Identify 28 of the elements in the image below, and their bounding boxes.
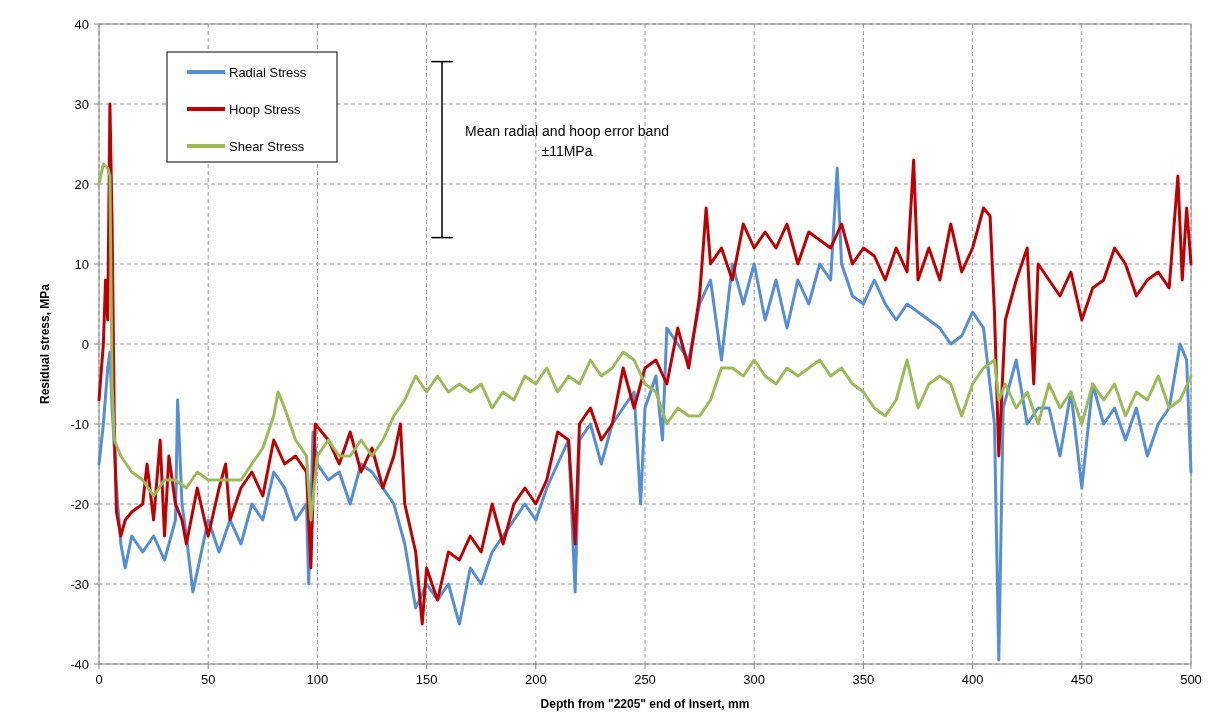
x-tick-label: 500 xyxy=(1180,672,1202,687)
y-tick-label: -30 xyxy=(70,576,89,592)
x-tick-label: 350 xyxy=(852,672,875,687)
y-axis-title: Residual stress, MPa xyxy=(38,283,52,405)
legend-label: Hoop Stress xyxy=(229,101,302,117)
line-series xyxy=(97,162,1193,522)
x-tick-label: 400 xyxy=(961,672,984,687)
x-tick-label: 0 xyxy=(95,672,103,687)
y-tick-label: 0 xyxy=(81,336,89,352)
x-tick-label: 200 xyxy=(524,672,547,687)
x-tick-label: 300 xyxy=(743,672,766,687)
y-tick-label: -10 xyxy=(70,416,89,432)
y-tick-label: -40 xyxy=(70,656,89,672)
x-tick-label: 450 xyxy=(1070,672,1093,687)
y-tick-label: 10 xyxy=(74,256,89,272)
x-tick-label: 150 xyxy=(415,672,438,687)
y-tick-label: 30 xyxy=(74,96,89,112)
legend-label: Radial Stress xyxy=(229,64,307,80)
y-tick-label: 20 xyxy=(74,176,89,192)
x-tick-label: 50 xyxy=(200,672,216,687)
legend-label: Shear Stress xyxy=(229,138,305,154)
x-axis-title: Depth from "2205" end of Insert, mm xyxy=(540,697,750,711)
y-tick-label: -20 xyxy=(70,496,89,512)
x-tick-label: 250 xyxy=(634,672,656,687)
annotation: Mean radial and hoop error band ±11MPa xyxy=(465,123,669,159)
line-series xyxy=(97,102,1193,626)
x-tick-label: 100 xyxy=(306,672,329,687)
y-tick-label: 40 xyxy=(74,16,89,32)
